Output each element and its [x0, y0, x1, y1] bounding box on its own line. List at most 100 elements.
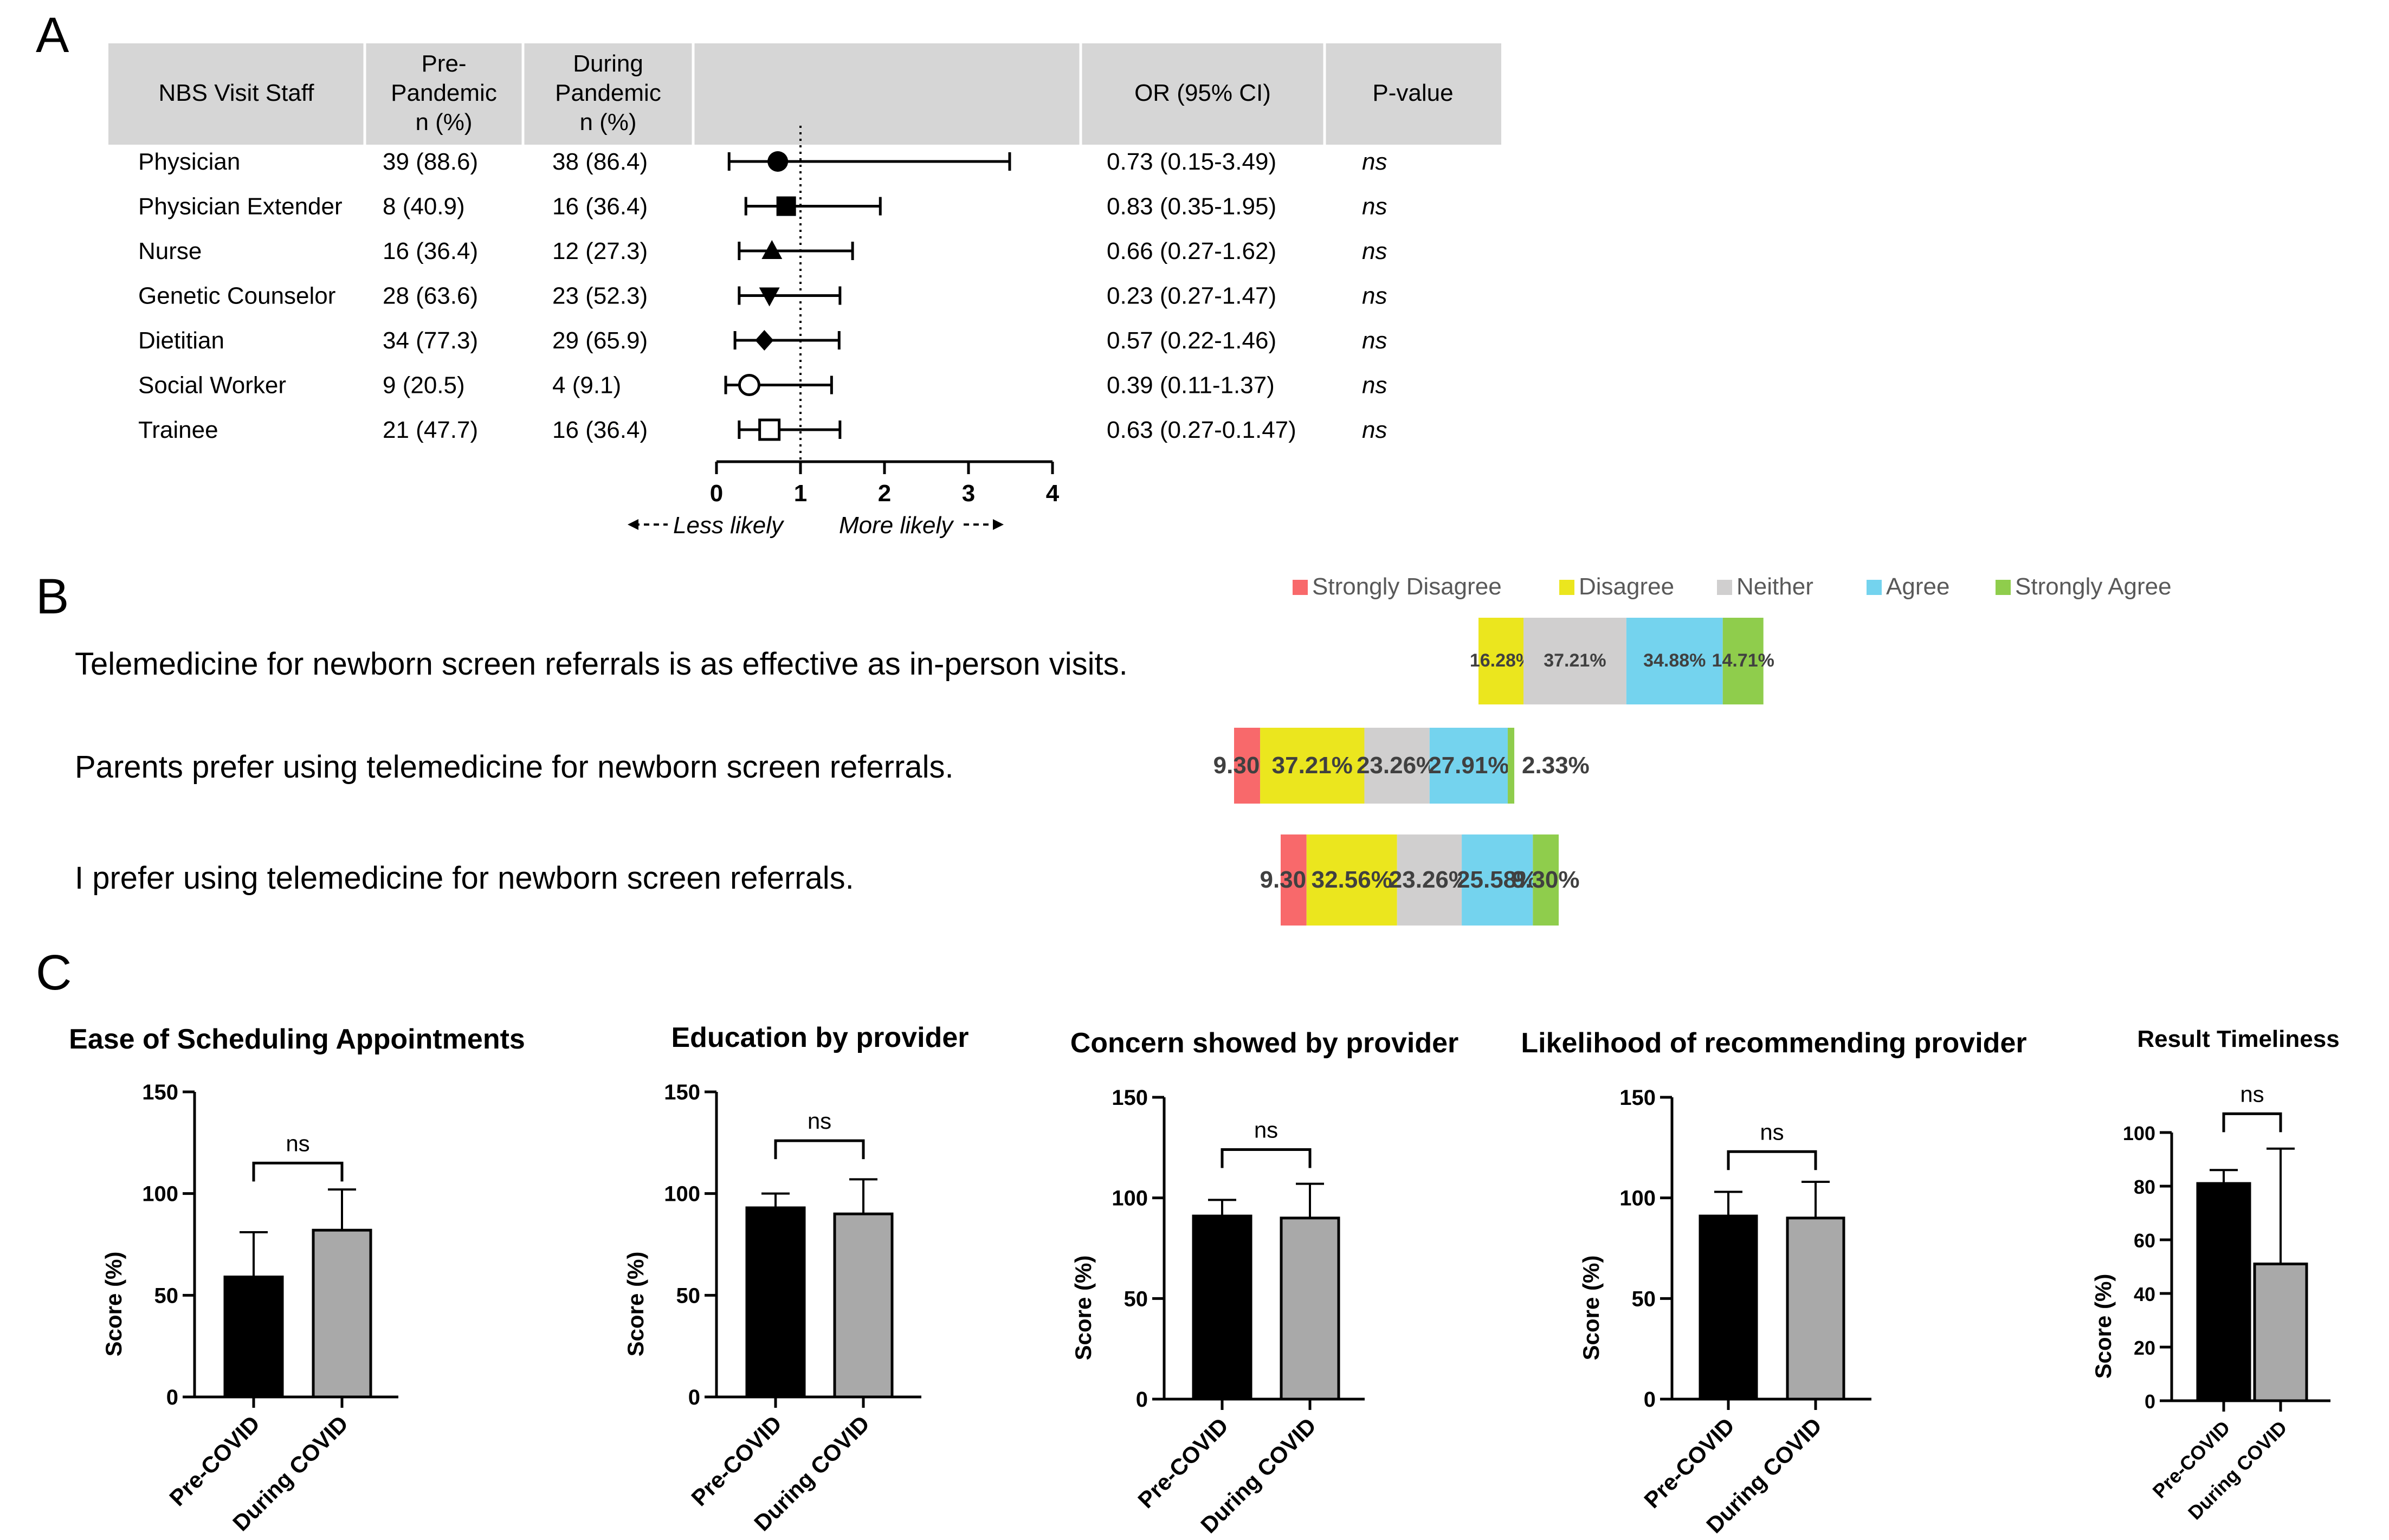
significance-bracket	[2222, 1112, 2282, 1133]
less-likely-arrowhead	[628, 519, 638, 530]
legend-swatch	[1996, 580, 2011, 595]
pre-pandemic-value: 9 (20.5)	[383, 372, 465, 399]
forest-marker-diamond	[755, 330, 774, 351]
panel-label-b: B	[36, 569, 69, 624]
forest-marker-open-circle	[738, 374, 760, 396]
row-label: Physician	[138, 148, 240, 175]
forest-plot-panel: NBS Visit Staff Pre- Pandemic n (%) Duri…	[108, 43, 1501, 539]
pre-pandemic-value: 34 (77.3)	[383, 327, 478, 354]
p-value: ns	[1362, 372, 1387, 399]
pre-pandemic-value: 16 (36.4)	[383, 238, 478, 264]
likert-segment-label: 37.21%	[1272, 752, 1353, 779]
p-value: ns	[1362, 327, 1387, 354]
score-bar	[2253, 1263, 2308, 1402]
likert-segment	[1281, 834, 1307, 926]
row-label: Physician Extender	[138, 193, 343, 220]
forest-row: Genetic Counselor 28 (63.6) 23 (52.3) 0.23 …	[138, 283, 1387, 309]
y-tick-label: 0	[2145, 1390, 2155, 1413]
likert-segment	[1462, 834, 1533, 926]
legend-swatch	[1717, 580, 1732, 595]
during-pandemic-value: 38 (86.4)	[552, 148, 648, 175]
score-bar	[223, 1276, 284, 1399]
score-bar	[1192, 1214, 1252, 1401]
likert-segment-label: 2.33%	[1522, 752, 1590, 779]
table-header-background	[108, 43, 1501, 145]
y-tick-label: 40	[2134, 1283, 2155, 1305]
chart-title: Education by provider	[671, 1022, 969, 1053]
likert-segment-label: 32.56%	[1312, 866, 1392, 893]
during-pandemic-value: 23 (52.3)	[552, 283, 648, 309]
legend-swatch	[1867, 580, 1882, 595]
y-axis-label: Score (%)	[2090, 1274, 2116, 1379]
likert-segment-label: 23.26%	[1357, 752, 1437, 779]
score-bar	[2196, 1182, 2251, 1402]
pre-pandemic-value: 39 (88.6)	[383, 148, 478, 175]
header-staff: NBS Visit Staff	[159, 80, 315, 106]
pre-pandemic-value: 21 (47.7)	[383, 417, 478, 443]
legend-label: Disagree	[1579, 573, 1674, 600]
header-during-line3: n (%)	[579, 109, 636, 135]
significance-label: ns	[1760, 1119, 1784, 1144]
likert-segment-label: 25.58%	[1457, 866, 1538, 893]
chart-title: Ease of Scheduling Appointments	[69, 1024, 525, 1055]
likert-segment-label: 34.88%	[1643, 650, 1706, 671]
or-ci-value: 0.39 (0.11-1.37)	[1107, 372, 1275, 399]
y-tick-label: 50	[1632, 1287, 1656, 1311]
y-tick-label: 0	[1644, 1388, 1656, 1412]
forest-x-tick-label: 4	[1046, 480, 1060, 507]
y-tick-label: 20	[2134, 1337, 2155, 1359]
row-label: Social Worker	[138, 372, 286, 399]
legend-label: Strongly Agree	[2015, 573, 2172, 600]
more-likely-arrowhead	[993, 519, 1004, 530]
likert-row: Parents prefer using telemedicine for ne…	[75, 728, 1590, 804]
y-tick-label: 50	[676, 1284, 701, 1308]
y-tick-label: 60	[2134, 1230, 2155, 1252]
y-tick-label: 150	[664, 1080, 700, 1104]
likert-segment	[1364, 728, 1430, 804]
row-label: Dietitian	[138, 327, 224, 354]
forest-x-tick-label: 3	[962, 480, 975, 507]
p-value: ns	[1362, 193, 1387, 220]
likert-segment-label: 27.91%	[1428, 752, 1509, 779]
during-pandemic-value: 16 (36.4)	[552, 417, 648, 443]
legend-label: Agree	[1886, 573, 1949, 600]
forest-marker-triangle	[761, 240, 783, 259]
likert-segment	[1626, 618, 1723, 704]
less-likely-label: Less likely	[673, 512, 785, 539]
y-tick-label: 50	[154, 1284, 179, 1308]
y-axis-label: Score (%)	[623, 1252, 648, 1357]
pre-pandemic-value: 8 (40.9)	[383, 193, 465, 220]
or-ci-value: 0.63 (0.27-0.1.47)	[1107, 417, 1296, 443]
likert-row: Telemedicine for newborn screen referral…	[75, 618, 1774, 704]
significance-bracket	[252, 1161, 344, 1182]
chart-title: Concern showed by provider	[1070, 1027, 1459, 1059]
likert-segment-label: 37.21%	[1544, 650, 1606, 671]
y-tick-label: 100	[142, 1182, 178, 1206]
likert-question: I prefer using telemedicine for newborn …	[75, 860, 854, 896]
forest-row: Nurse 16 (36.4) 12 (27.3) 0.66 (0.27-1.62) n…	[138, 238, 1387, 264]
y-tick-label: 100	[1112, 1187, 1148, 1211]
y-axis-label: Score (%)	[1070, 1256, 1096, 1361]
score-bar	[1280, 1217, 1340, 1401]
forest-marker-square	[776, 196, 796, 216]
likert-segment-label: 14.71%	[1712, 650, 1774, 671]
score-bar	[833, 1212, 894, 1399]
y-tick-label: 100	[664, 1182, 700, 1206]
y-tick-label: 100	[2123, 1122, 2155, 1144]
row-label: Nurse	[138, 238, 202, 264]
header-pre-line1: Pre-	[421, 50, 466, 77]
likert-segment-label: 23.26%	[1389, 866, 1470, 893]
likert-segment	[1397, 834, 1462, 926]
y-tick-label: 0	[166, 1386, 178, 1409]
likert-question: Parents prefer using telemedicine for ne…	[75, 749, 954, 785]
likert-segment	[1523, 618, 1626, 704]
y-tick-label: 80	[2134, 1176, 2155, 1198]
y-tick-label: 0	[1136, 1388, 1148, 1412]
forest-row: Dietitian 34 (77.3) 29 (65.9) 0.57 (0.22-1.…	[138, 327, 1387, 354]
header-during-line1: During	[573, 50, 643, 77]
likert-question: Telemedicine for newborn screen referral…	[75, 646, 1128, 682]
header-pre-line3: n (%)	[415, 109, 472, 135]
or-ci-value: 0.23 (0.27-1.47)	[1107, 283, 1276, 309]
likert-segment	[1722, 618, 1764, 704]
likert-segment	[1478, 618, 1524, 704]
